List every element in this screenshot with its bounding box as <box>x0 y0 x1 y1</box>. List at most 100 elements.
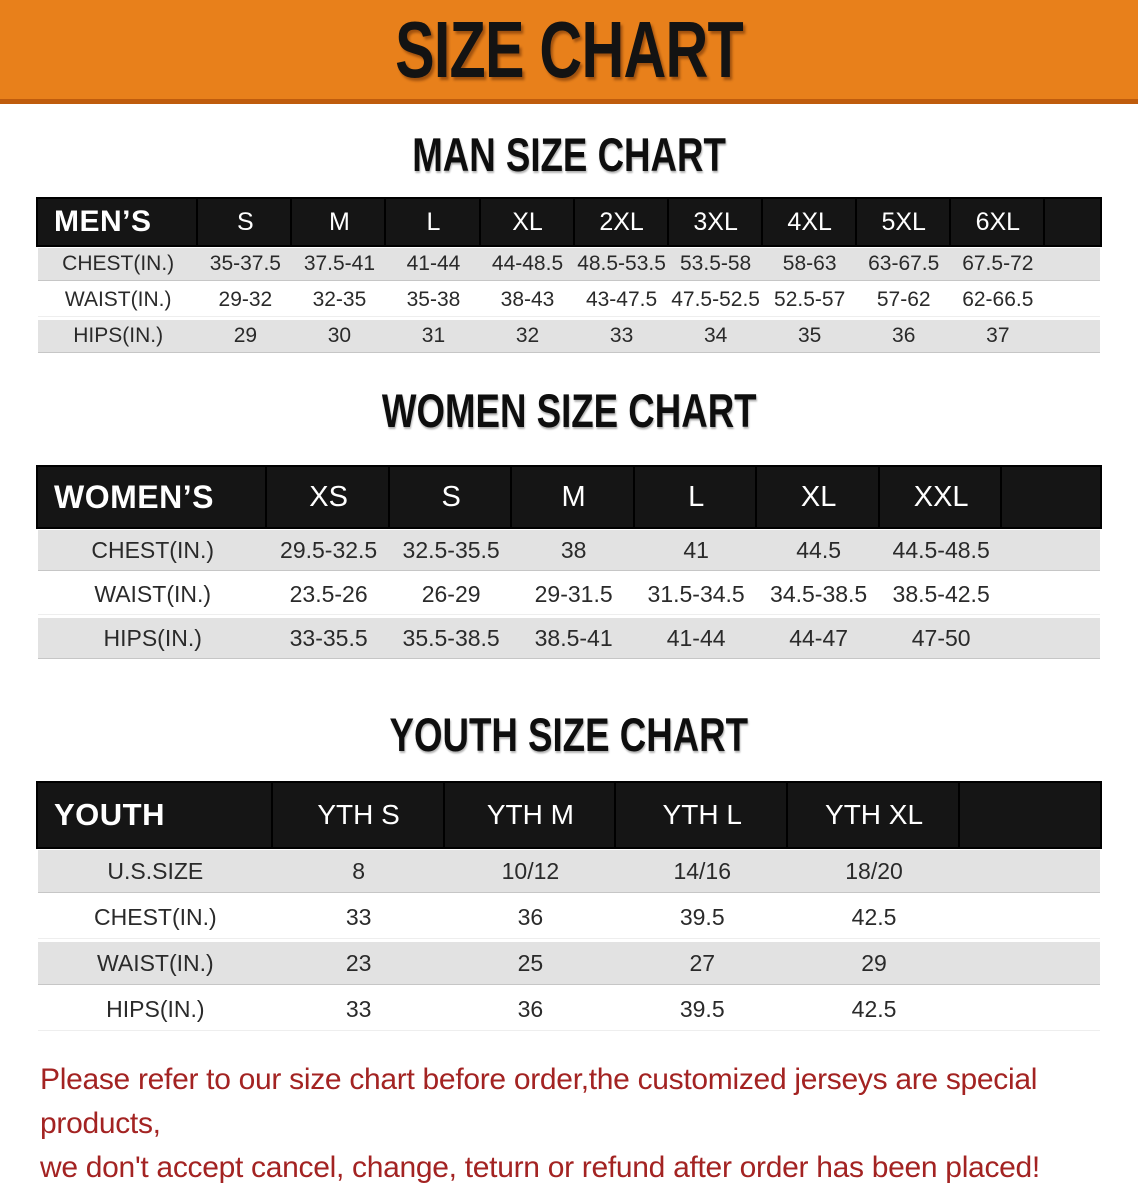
table-header-row: MEN’S S M L XL 2XL 3XL 4XL 5XL 6XL <box>38 199 1100 245</box>
measurement-value: 38.5-42.5 <box>879 574 1003 615</box>
size-column-header: 6XL <box>950 199 1045 245</box>
measurement-value: 39.5 <box>616 896 789 939</box>
measurement-value: 36 <box>444 896 617 939</box>
table-header-row: WOMEN’S XS S M L XL XXL <box>38 467 1100 527</box>
measurement-value: 34 <box>668 320 763 353</box>
size-column-header: L <box>634 467 758 527</box>
women-table-header: WOMEN’S XS S M L XL XXL <box>38 467 1100 527</box>
row-filler <box>1002 530 1100 571</box>
table-group-label: WOMEN’S <box>38 467 268 527</box>
row-filler <box>959 850 1100 893</box>
measurement-row-label: CHEST(IN.) <box>38 530 268 571</box>
measurement-row: WAIST(IN.) 23.5-26 26-29 29-31.5 31.5-34.5 34… <box>38 574 1100 615</box>
size-column-header: M <box>512 467 635 527</box>
size-column-header: 5XL <box>856 199 951 245</box>
measurement-value: 31.5-34.5 <box>634 574 758 615</box>
measurement-value: 38.5-41 <box>512 618 635 659</box>
measurement-value: 39.5 <box>616 988 789 1031</box>
measurement-value: 29-32 <box>198 284 293 317</box>
page-title: SIZE CHART <box>395 4 744 94</box>
measurement-row-label: HIPS(IN.) <box>38 988 273 1031</box>
youth-table-body: U.S.SIZE 8 10/12 14/16 18/20 CHEST(IN.) 33 36 39… <box>38 850 1100 1031</box>
size-column-header: L <box>386 199 481 245</box>
header-filler <box>1044 199 1100 245</box>
measurement-row: U.S.SIZE 8 10/12 14/16 18/20 <box>38 850 1100 893</box>
measurement-value: 58-63 <box>762 248 857 281</box>
measurement-value: 25 <box>444 942 617 985</box>
size-column-header: YTH L <box>616 783 789 847</box>
table-header-row: YOUTH YTH S YTH M YTH L YTH XL <box>38 783 1100 847</box>
measurement-value: 67.5-72 <box>950 248 1045 281</box>
measurement-value: 41-44 <box>634 618 758 659</box>
size-column-header: XL <box>480 199 575 245</box>
measurement-value: 44-47 <box>757 618 880 659</box>
measurement-value: 10/12 <box>444 850 617 893</box>
measurement-value: 41-44 <box>386 248 481 281</box>
measurement-row: HIPS(IN.) 33 36 39.5 42.5 <box>38 988 1100 1031</box>
measurement-value: 30 <box>292 320 387 353</box>
measurement-value: 53.5-58 <box>668 248 763 281</box>
size-column-header: S <box>389 467 513 527</box>
size-column-header: XXL <box>879 467 1003 527</box>
youth-size-table: YOUTH YTH S YTH M YTH L YTH XL U.S.SIZE 8 10/1… <box>38 780 1100 1034</box>
measurement-value: 47.5-52.5 <box>668 284 763 317</box>
measurement-row: CHEST(IN.) 29.5-32.5 32.5-35.5 38 41 44.5 44.5… <box>38 530 1100 571</box>
measurement-value: 41 <box>634 530 758 571</box>
measurement-row-label: HIPS(IN.) <box>38 320 199 353</box>
disclaimer-line-2: we don't accept cancel, change, teturn o… <box>40 1151 1040 1184</box>
size-column-header: YTH XL <box>788 783 960 847</box>
measurement-row: HIPS(IN.) 33-35.5 35.5-38.5 38.5-41 41-44 44-… <box>38 618 1100 659</box>
disclaimer-line-1: Please refer to our size chart before or… <box>40 1063 1038 1140</box>
measurement-value: 32 <box>480 320 575 353</box>
size-column-header: 4XL <box>762 199 857 245</box>
row-filler <box>1002 618 1100 659</box>
measurement-value: 33 <box>272 988 445 1031</box>
man-table-header: MEN’S S M L XL 2XL 3XL 4XL 5XL 6XL <box>38 199 1100 245</box>
measurement-row: WAIST(IN.) 23 25 27 29 <box>38 942 1100 985</box>
youth-size-chart-title: YOUTH SIZE CHART <box>389 708 749 761</box>
measurement-value: 8 <box>272 850 445 893</box>
size-column-header: YTH S <box>272 783 445 847</box>
measurement-row-label: WAIST(IN.) <box>38 574 268 615</box>
measurement-value: 63-67.5 <box>856 248 951 281</box>
size-column-header: XS <box>267 467 390 527</box>
size-column-header: 2XL <box>574 199 669 245</box>
measurement-value: 43-47.5 <box>574 284 669 317</box>
measurement-value: 34.5-38.5 <box>757 574 880 615</box>
measurement-value: 42.5 <box>788 988 960 1031</box>
measurement-value: 62-66.5 <box>950 284 1045 317</box>
man-size-chart-section: MAN SIZE CHART MEN’S S M L XL 2XL 3XL 4XL 5XL 6XL… <box>38 128 1100 356</box>
measurement-value: 26-29 <box>389 574 513 615</box>
table-group-label: YOUTH <box>38 783 273 847</box>
measurement-value: 36 <box>444 988 617 1031</box>
man-table-body: CHEST(IN.) 35-37.5 37.5-41 41-44 44-48.5 48.5… <box>38 248 1100 353</box>
measurement-value: 38 <box>512 530 635 571</box>
measurement-value: 35 <box>762 320 857 353</box>
measurement-value: 37.5-41 <box>292 248 387 281</box>
measurement-value: 52.5-57 <box>762 284 857 317</box>
measurement-row-label: WAIST(IN.) <box>38 942 273 985</box>
measurement-value: 36 <box>856 320 951 353</box>
measurement-row-label: U.S.SIZE <box>38 850 273 893</box>
row-filler <box>1044 284 1100 317</box>
man-size-chart-title: MAN SIZE CHART <box>412 128 726 181</box>
size-column-header: S <box>198 199 293 245</box>
measurement-value: 32.5-35.5 <box>389 530 513 571</box>
measurement-row-label: CHEST(IN.) <box>38 896 273 939</box>
measurement-value: 18/20 <box>788 850 960 893</box>
header-filler <box>1002 467 1100 527</box>
banner: SIZE CHART <box>0 0 1138 104</box>
row-filler <box>1002 574 1100 615</box>
size-column-header: M <box>292 199 387 245</box>
size-column-header: XL <box>757 467 880 527</box>
measurement-value: 29 <box>788 942 960 985</box>
measurement-value: 44.5 <box>757 530 880 571</box>
measurement-value: 35-37.5 <box>198 248 293 281</box>
man-size-table: MEN’S S M L XL 2XL 3XL 4XL 5XL 6XL CHEST(IN.) 35-3… <box>38 196 1100 356</box>
measurement-row-label: CHEST(IN.) <box>38 248 199 281</box>
size-column-header: 3XL <box>668 199 763 245</box>
women-size-table: WOMEN’S XS S M L XL XXL CHEST(IN.) 29.5-32.5 32.… <box>38 464 1100 662</box>
measurement-row-label: HIPS(IN.) <box>38 618 268 659</box>
size-column-header: YTH M <box>444 783 617 847</box>
measurement-value: 27 <box>616 942 789 985</box>
